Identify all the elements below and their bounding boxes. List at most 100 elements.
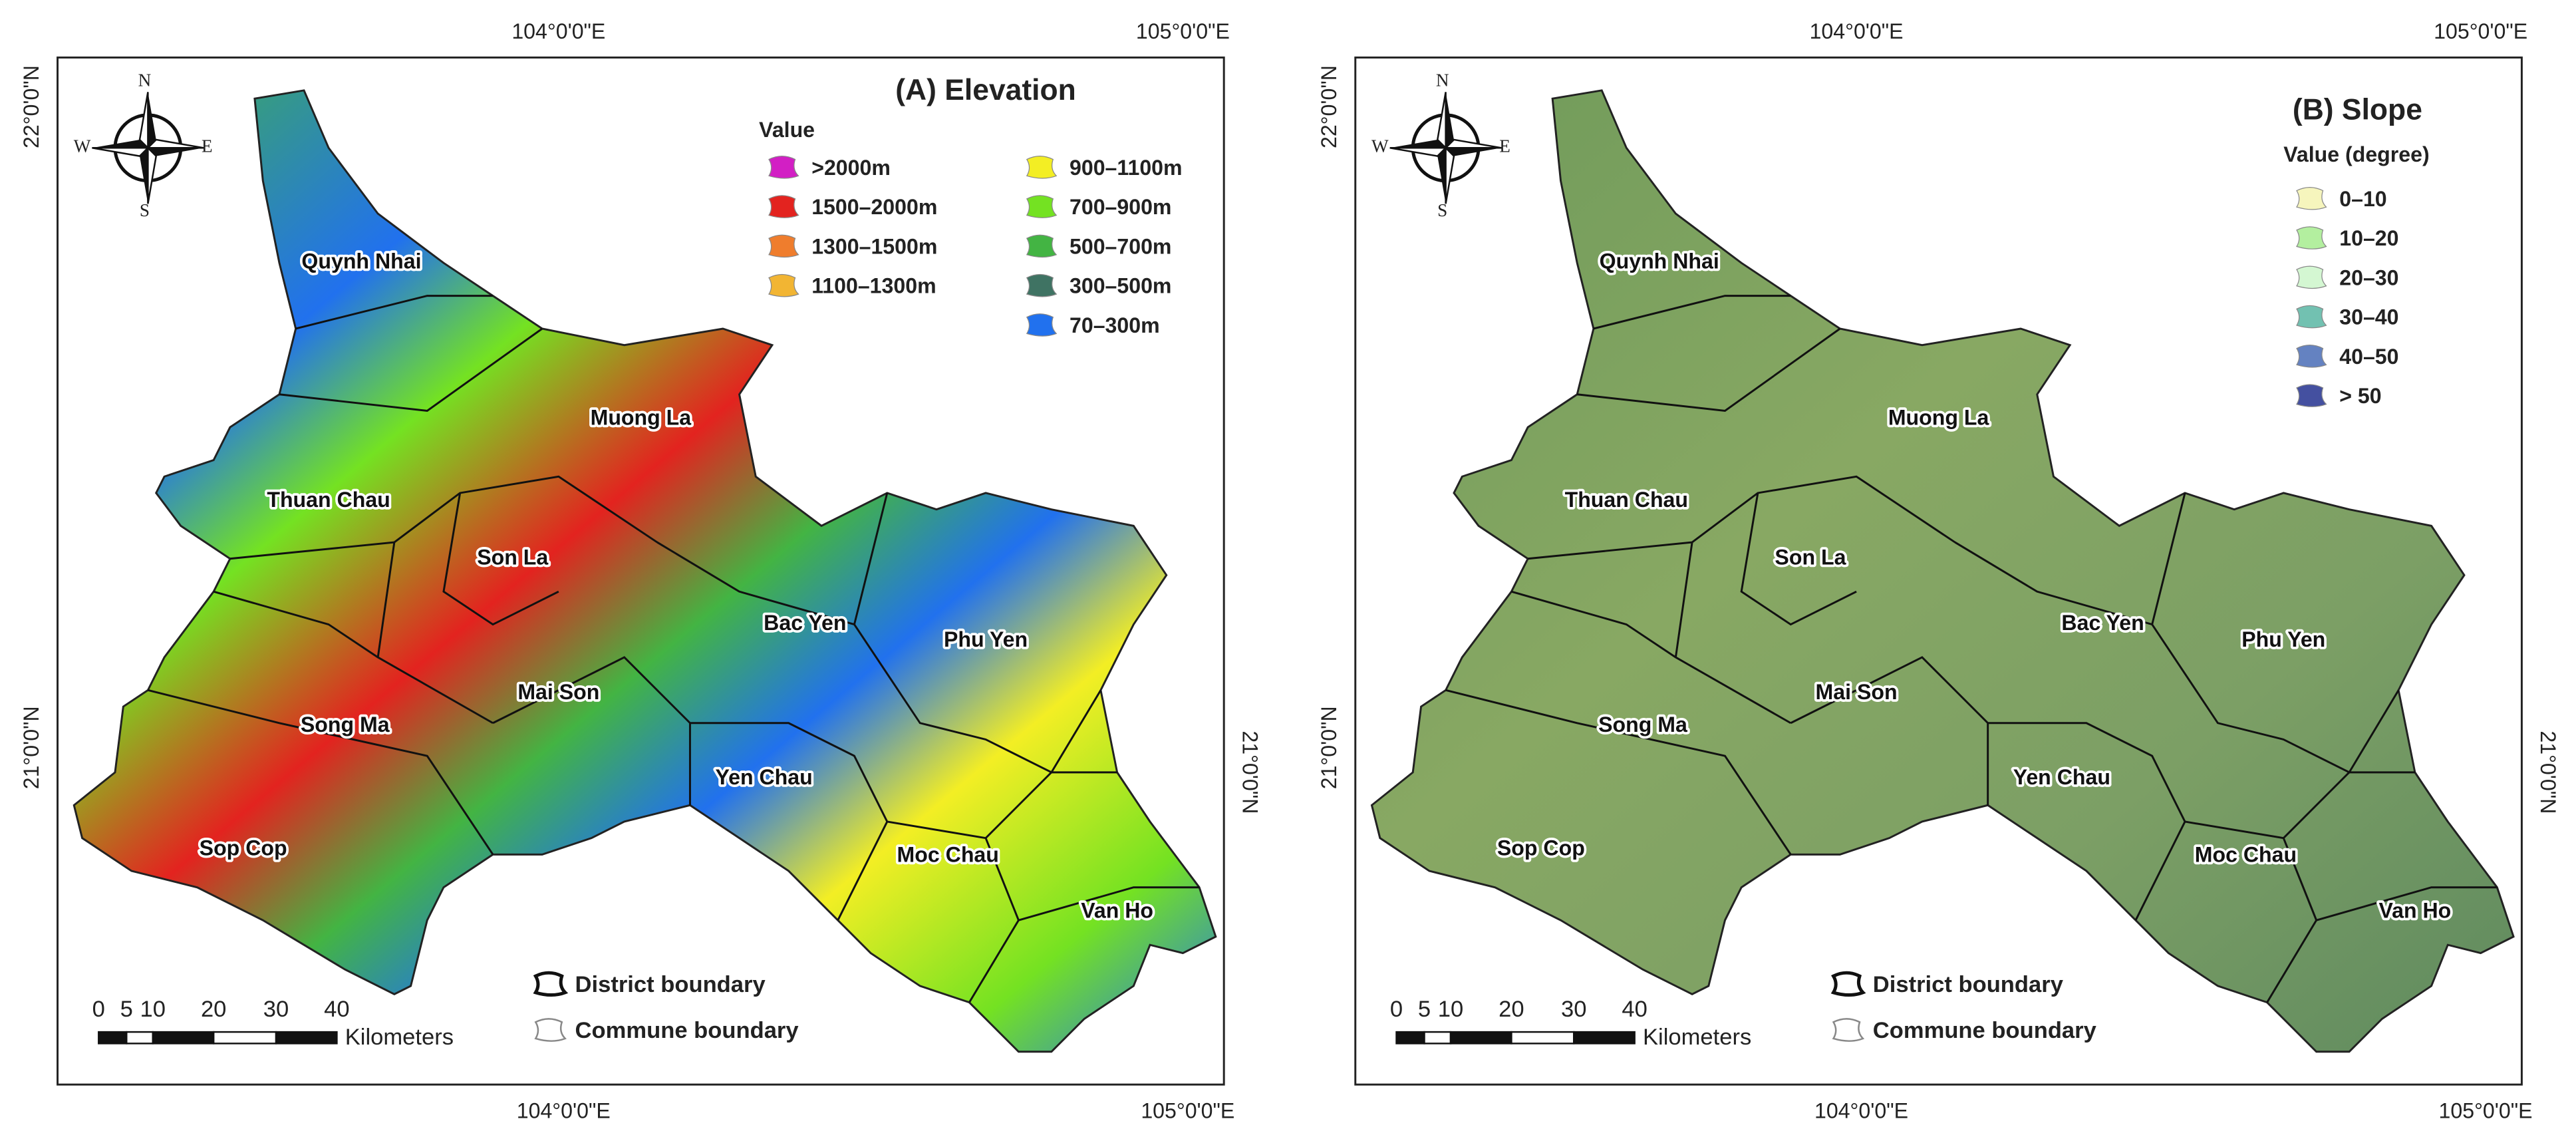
scale-segment: [1449, 1031, 1512, 1045]
panel-title: (B) Slope: [2293, 94, 2422, 126]
district-label: Muong La: [1888, 405, 1990, 429]
boundary-label: District boundary: [1873, 972, 2064, 997]
bottom-coordinate: 104°0'0"E: [1814, 1099, 1908, 1123]
legend-title: Value: [759, 118, 815, 142]
scale-label: 30: [1561, 997, 1586, 1022]
right-coordinate: 21°0'0"N: [1238, 731, 1262, 814]
boundary-symbol: [1830, 971, 1866, 997]
scale-segment: [98, 1031, 128, 1045]
legend-label: 700–900m: [1070, 195, 1171, 219]
district-label: Van Ho: [1081, 898, 1153, 922]
compass-letter: N: [138, 71, 152, 90]
compass-letter: W: [74, 136, 91, 156]
district-label: Quynh Nhai: [1600, 249, 1719, 273]
scale-label: 30: [263, 997, 289, 1022]
top-coordinate: 104°0'0"E: [511, 19, 605, 43]
legend-swatch: [2296, 345, 2327, 368]
scale-label: 10: [1438, 997, 1463, 1022]
legend-label: 1300–1500m: [811, 234, 937, 258]
bottom-coordinate: 104°0'0"E: [517, 1099, 611, 1123]
scale-label: 40: [1622, 997, 1647, 1022]
district-label: Van Ho: [2378, 898, 2451, 922]
district-label: Yen Chau: [715, 765, 812, 789]
left-coordinate: 22°0'0"N: [19, 65, 43, 148]
legend-swatch: [768, 156, 799, 179]
district-label: Bac Yen: [764, 611, 846, 635]
district-label: Sop Cop: [1497, 836, 1585, 860]
compass-letter: N: [1436, 71, 1449, 90]
left-coordinate: 22°0'0"N: [1317, 65, 1341, 148]
scale-segment: [152, 1031, 215, 1045]
legend-label: 70–300m: [1070, 313, 1160, 337]
scale-segment: [1423, 1031, 1452, 1045]
bottom-coordinate: 105°0'0"E: [2439, 1099, 2533, 1123]
district-label: Moc Chau: [2195, 842, 2297, 866]
legend-swatch: [768, 234, 799, 258]
legend-label: 40–50: [2339, 345, 2398, 369]
scale-label: 0: [92, 997, 105, 1022]
legend-label: >2000m: [811, 156, 891, 180]
scale-unit: Kilometers: [345, 1025, 454, 1050]
scale-segment: [1395, 1031, 1425, 1045]
left-coordinate: 21°0'0"N: [1317, 706, 1341, 789]
legend-swatch: [1026, 313, 1058, 337]
district-label: Song Ma: [301, 713, 390, 737]
legend-swatch: [768, 273, 799, 297]
scale-segment: [1573, 1031, 1636, 1045]
district-label: Son La: [477, 545, 549, 569]
district-label: Thuan Chau: [267, 488, 390, 512]
right-coordinate: 21°0'0"N: [2536, 731, 2560, 814]
legend-label: 10–20: [2339, 226, 2398, 250]
legend-swatch: [768, 195, 799, 218]
legend-swatch: [2296, 384, 2327, 407]
boundary-symbol: [534, 1018, 567, 1042]
legend-label: > 50: [2339, 384, 2381, 408]
scale-segment: [275, 1031, 338, 1045]
legend-label: 1100–1300m: [811, 274, 936, 298]
boundary-label: District boundary: [575, 972, 766, 997]
legend-label: 500–700m: [1070, 234, 1171, 258]
district-label: Son La: [1775, 545, 1846, 569]
boundary-symbol: [533, 971, 569, 997]
scale-label: 40: [324, 997, 349, 1022]
legend-label: 30–40: [2339, 305, 2398, 329]
legend-swatch: [1026, 273, 1058, 297]
boundary-symbol: [1832, 1018, 1865, 1042]
district-label: Phu Yen: [944, 627, 1028, 651]
legend-swatch: [1026, 234, 1058, 258]
legend-label: 0–10: [2339, 187, 2386, 211]
map-panel: 104°0'0"E 104°0'0"E 105°0'0"E 105°0'0"E 22°0…: [1317, 19, 2560, 1123]
scale-label: 0: [1390, 997, 1403, 1022]
district-label: Bac Yen: [2061, 611, 2144, 635]
legend-label: 1500–2000m: [811, 195, 937, 219]
district-label: Yen Chau: [2013, 765, 2110, 789]
district-label: Thuan Chau: [1565, 488, 1688, 512]
map-panel: 104°0'0"E 104°0'0"E 105°0'0"E 105°0'0"E 22°0…: [19, 19, 1262, 1123]
scale-unit: Kilometers: [1643, 1025, 1751, 1050]
scale-segment: [1510, 1031, 1575, 1045]
legend-swatch: [1026, 195, 1058, 218]
scale-label: 5: [120, 997, 133, 1022]
legend-swatch: [2296, 305, 2327, 329]
top-coordinate: 105°0'0"E: [1136, 19, 1230, 43]
legend-swatch: [2296, 186, 2327, 210]
compass-letter: W: [1371, 136, 1389, 156]
scale-label: 20: [1499, 997, 1524, 1022]
top-coordinate: 105°0'0"E: [2434, 19, 2527, 43]
top-coordinate: 104°0'0"E: [1810, 19, 1904, 43]
boundary-label: Commune boundary: [1873, 1018, 2097, 1043]
left-coordinate: 21°0'0"N: [19, 706, 43, 789]
scale-label: 10: [140, 997, 166, 1022]
district-label: Mai Son: [517, 680, 599, 704]
legend-label: 20–30: [2339, 265, 2398, 289]
compass-letter: E: [202, 136, 213, 156]
district-label: Song Ma: [1598, 713, 1688, 737]
legend-swatch: [1026, 156, 1058, 179]
panel-title: (A) Elevation: [895, 74, 1076, 106]
district-label: Sop Cop: [200, 836, 287, 860]
district-label: Phu Yen: [2241, 627, 2325, 651]
district-label: Muong La: [591, 405, 692, 429]
legend-label: 300–500m: [1070, 274, 1171, 298]
district-label: Quynh Nhai: [301, 249, 421, 273]
